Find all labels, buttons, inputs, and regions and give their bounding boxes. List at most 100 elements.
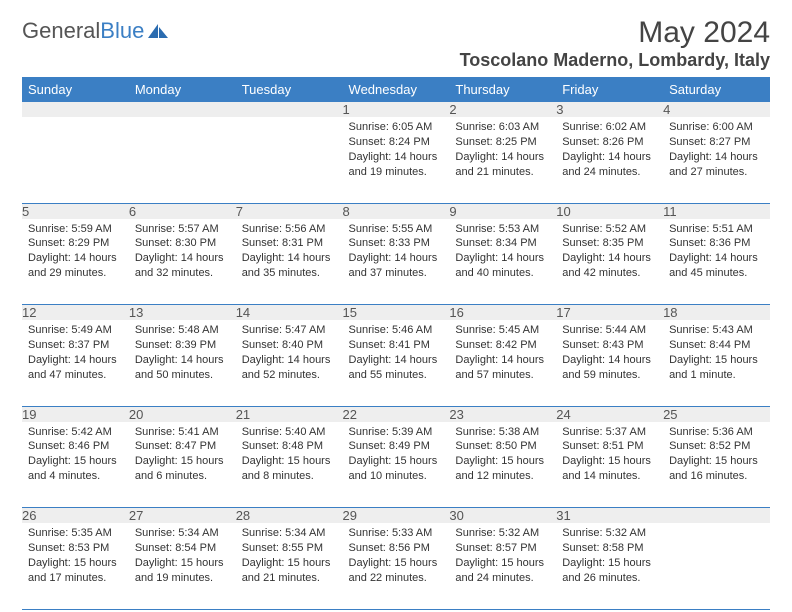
day-number: 31 xyxy=(556,508,663,524)
day-cell: Sunrise: 5:35 AMSunset: 8:53 PMDaylight:… xyxy=(22,523,129,609)
sunrise-text: Sunrise: 6:03 AM xyxy=(455,120,550,135)
daylight-text: Daylight: 14 hours and 37 minutes. xyxy=(349,251,444,281)
sunset-text: Sunset: 8:27 PM xyxy=(669,135,764,150)
daylight-text: Daylight: 15 hours and 16 minutes. xyxy=(669,454,764,484)
day-cell: Sunrise: 5:32 AMSunset: 8:58 PMDaylight:… xyxy=(556,523,663,609)
title-block: May 2024 Toscolano Maderno, Lombardy, It… xyxy=(460,18,770,71)
daylight-text: Daylight: 14 hours and 59 minutes. xyxy=(562,353,657,383)
sunset-text: Sunset: 8:41 PM xyxy=(349,338,444,353)
sunrise-text: Sunrise: 5:51 AM xyxy=(669,222,764,237)
sunrise-text: Sunrise: 5:34 AM xyxy=(242,526,337,541)
sunrise-text: Sunrise: 5:35 AM xyxy=(28,526,123,541)
sunrise-text: Sunrise: 5:49 AM xyxy=(28,323,123,338)
sunrise-text: Sunrise: 5:32 AM xyxy=(562,526,657,541)
week-body-row: Sunrise: 5:42 AMSunset: 8:46 PMDaylight:… xyxy=(22,422,770,508)
sunrise-text: Sunrise: 6:05 AM xyxy=(349,120,444,135)
daylight-text: Daylight: 15 hours and 17 minutes. xyxy=(28,556,123,586)
sunrise-text: Sunrise: 5:55 AM xyxy=(349,222,444,237)
sunset-text: Sunset: 8:54 PM xyxy=(135,541,230,556)
day-number: 8 xyxy=(343,203,450,219)
sunrise-text: Sunrise: 5:56 AM xyxy=(242,222,337,237)
day-cell: Sunrise: 5:37 AMSunset: 8:51 PMDaylight:… xyxy=(556,422,663,508)
brand-part1: General xyxy=(22,18,100,43)
dow-header: Sunday xyxy=(22,77,129,102)
daylight-text: Daylight: 14 hours and 57 minutes. xyxy=(455,353,550,383)
day-number: 7 xyxy=(236,203,343,219)
day-number: 24 xyxy=(556,406,663,422)
day-number: 4 xyxy=(663,102,770,117)
day-cell: Sunrise: 5:34 AMSunset: 8:54 PMDaylight:… xyxy=(129,523,236,609)
day-number: 27 xyxy=(129,508,236,524)
calendar-head: SundayMondayTuesdayWednesdayThursdayFrid… xyxy=(22,77,770,102)
day-number: 30 xyxy=(449,508,556,524)
daylight-text: Daylight: 14 hours and 21 minutes. xyxy=(455,150,550,180)
day-cell: Sunrise: 5:48 AMSunset: 8:39 PMDaylight:… xyxy=(129,320,236,406)
sunset-text: Sunset: 8:29 PM xyxy=(28,236,123,251)
calendar-body: 1234Sunrise: 6:05 AMSunset: 8:24 PMDayli… xyxy=(22,102,770,609)
week-body-row: Sunrise: 6:05 AMSunset: 8:24 PMDaylight:… xyxy=(22,117,770,203)
day-cell: Sunrise: 5:53 AMSunset: 8:34 PMDaylight:… xyxy=(449,219,556,305)
location-label: Toscolano Maderno, Lombardy, Italy xyxy=(460,50,770,71)
daylight-text: Daylight: 14 hours and 35 minutes. xyxy=(242,251,337,281)
dow-header: Monday xyxy=(129,77,236,102)
daylight-text: Daylight: 14 hours and 47 minutes. xyxy=(28,353,123,383)
sail-icon xyxy=(146,22,170,40)
daylight-text: Daylight: 15 hours and 1 minute. xyxy=(669,353,764,383)
day-cell: Sunrise: 6:03 AMSunset: 8:25 PMDaylight:… xyxy=(449,117,556,203)
sunset-text: Sunset: 8:39 PM xyxy=(135,338,230,353)
day-number: 6 xyxy=(129,203,236,219)
daylight-text: Daylight: 15 hours and 6 minutes. xyxy=(135,454,230,484)
week-body-row: Sunrise: 5:35 AMSunset: 8:53 PMDaylight:… xyxy=(22,523,770,609)
daylight-text: Daylight: 14 hours and 24 minutes. xyxy=(562,150,657,180)
day-number: 15 xyxy=(343,305,450,321)
sunrise-text: Sunrise: 5:45 AM xyxy=(455,323,550,338)
day-number: 19 xyxy=(22,406,129,422)
calendar-table: SundayMondayTuesdayWednesdayThursdayFrid… xyxy=(22,77,770,610)
daylight-text: Daylight: 14 hours and 40 minutes. xyxy=(455,251,550,281)
day-cell: Sunrise: 5:33 AMSunset: 8:56 PMDaylight:… xyxy=(343,523,450,609)
day-number: 9 xyxy=(449,203,556,219)
sunset-text: Sunset: 8:31 PM xyxy=(242,236,337,251)
page-header: GeneralBlue May 2024 Toscolano Maderno, … xyxy=(22,18,770,71)
day-cell: Sunrise: 5:45 AMSunset: 8:42 PMDaylight:… xyxy=(449,320,556,406)
daylight-text: Daylight: 15 hours and 26 minutes. xyxy=(562,556,657,586)
day-cell: Sunrise: 5:51 AMSunset: 8:36 PMDaylight:… xyxy=(663,219,770,305)
sunrise-text: Sunrise: 6:02 AM xyxy=(562,120,657,135)
week-number-row: 1234 xyxy=(22,102,770,117)
day-number xyxy=(236,102,343,117)
day-cell: Sunrise: 5:39 AMSunset: 8:49 PMDaylight:… xyxy=(343,422,450,508)
sunset-text: Sunset: 8:56 PM xyxy=(349,541,444,556)
day-number: 11 xyxy=(663,203,770,219)
sunset-text: Sunset: 8:24 PM xyxy=(349,135,444,150)
day-number: 29 xyxy=(343,508,450,524)
sunset-text: Sunset: 8:51 PM xyxy=(562,439,657,454)
sunset-text: Sunset: 8:44 PM xyxy=(669,338,764,353)
sunrise-text: Sunrise: 5:46 AM xyxy=(349,323,444,338)
sunset-text: Sunset: 8:35 PM xyxy=(562,236,657,251)
day-cell: Sunrise: 5:56 AMSunset: 8:31 PMDaylight:… xyxy=(236,219,343,305)
daylight-text: Daylight: 14 hours and 42 minutes. xyxy=(562,251,657,281)
week-body-row: Sunrise: 5:59 AMSunset: 8:29 PMDaylight:… xyxy=(22,219,770,305)
sunrise-text: Sunrise: 5:53 AM xyxy=(455,222,550,237)
week-number-row: 12131415161718 xyxy=(22,305,770,321)
day-cell: Sunrise: 5:55 AMSunset: 8:33 PMDaylight:… xyxy=(343,219,450,305)
day-cell: Sunrise: 5:42 AMSunset: 8:46 PMDaylight:… xyxy=(22,422,129,508)
sunset-text: Sunset: 8:47 PM xyxy=(135,439,230,454)
sunset-text: Sunset: 8:53 PM xyxy=(28,541,123,556)
day-number xyxy=(22,102,129,117)
sunrise-text: Sunrise: 5:48 AM xyxy=(135,323,230,338)
dow-header: Wednesday xyxy=(343,77,450,102)
daylight-text: Daylight: 15 hours and 10 minutes. xyxy=(349,454,444,484)
daylight-text: Daylight: 15 hours and 8 minutes. xyxy=(242,454,337,484)
sunset-text: Sunset: 8:50 PM xyxy=(455,439,550,454)
day-number: 21 xyxy=(236,406,343,422)
sunset-text: Sunset: 8:52 PM xyxy=(669,439,764,454)
day-number: 14 xyxy=(236,305,343,321)
sunrise-text: Sunrise: 5:47 AM xyxy=(242,323,337,338)
brand-text: GeneralBlue xyxy=(22,18,144,44)
daylight-text: Daylight: 15 hours and 21 minutes. xyxy=(242,556,337,586)
sunrise-text: Sunrise: 5:57 AM xyxy=(135,222,230,237)
daylight-text: Daylight: 14 hours and 19 minutes. xyxy=(349,150,444,180)
sunrise-text: Sunrise: 5:40 AM xyxy=(242,425,337,440)
day-cell: Sunrise: 5:32 AMSunset: 8:57 PMDaylight:… xyxy=(449,523,556,609)
